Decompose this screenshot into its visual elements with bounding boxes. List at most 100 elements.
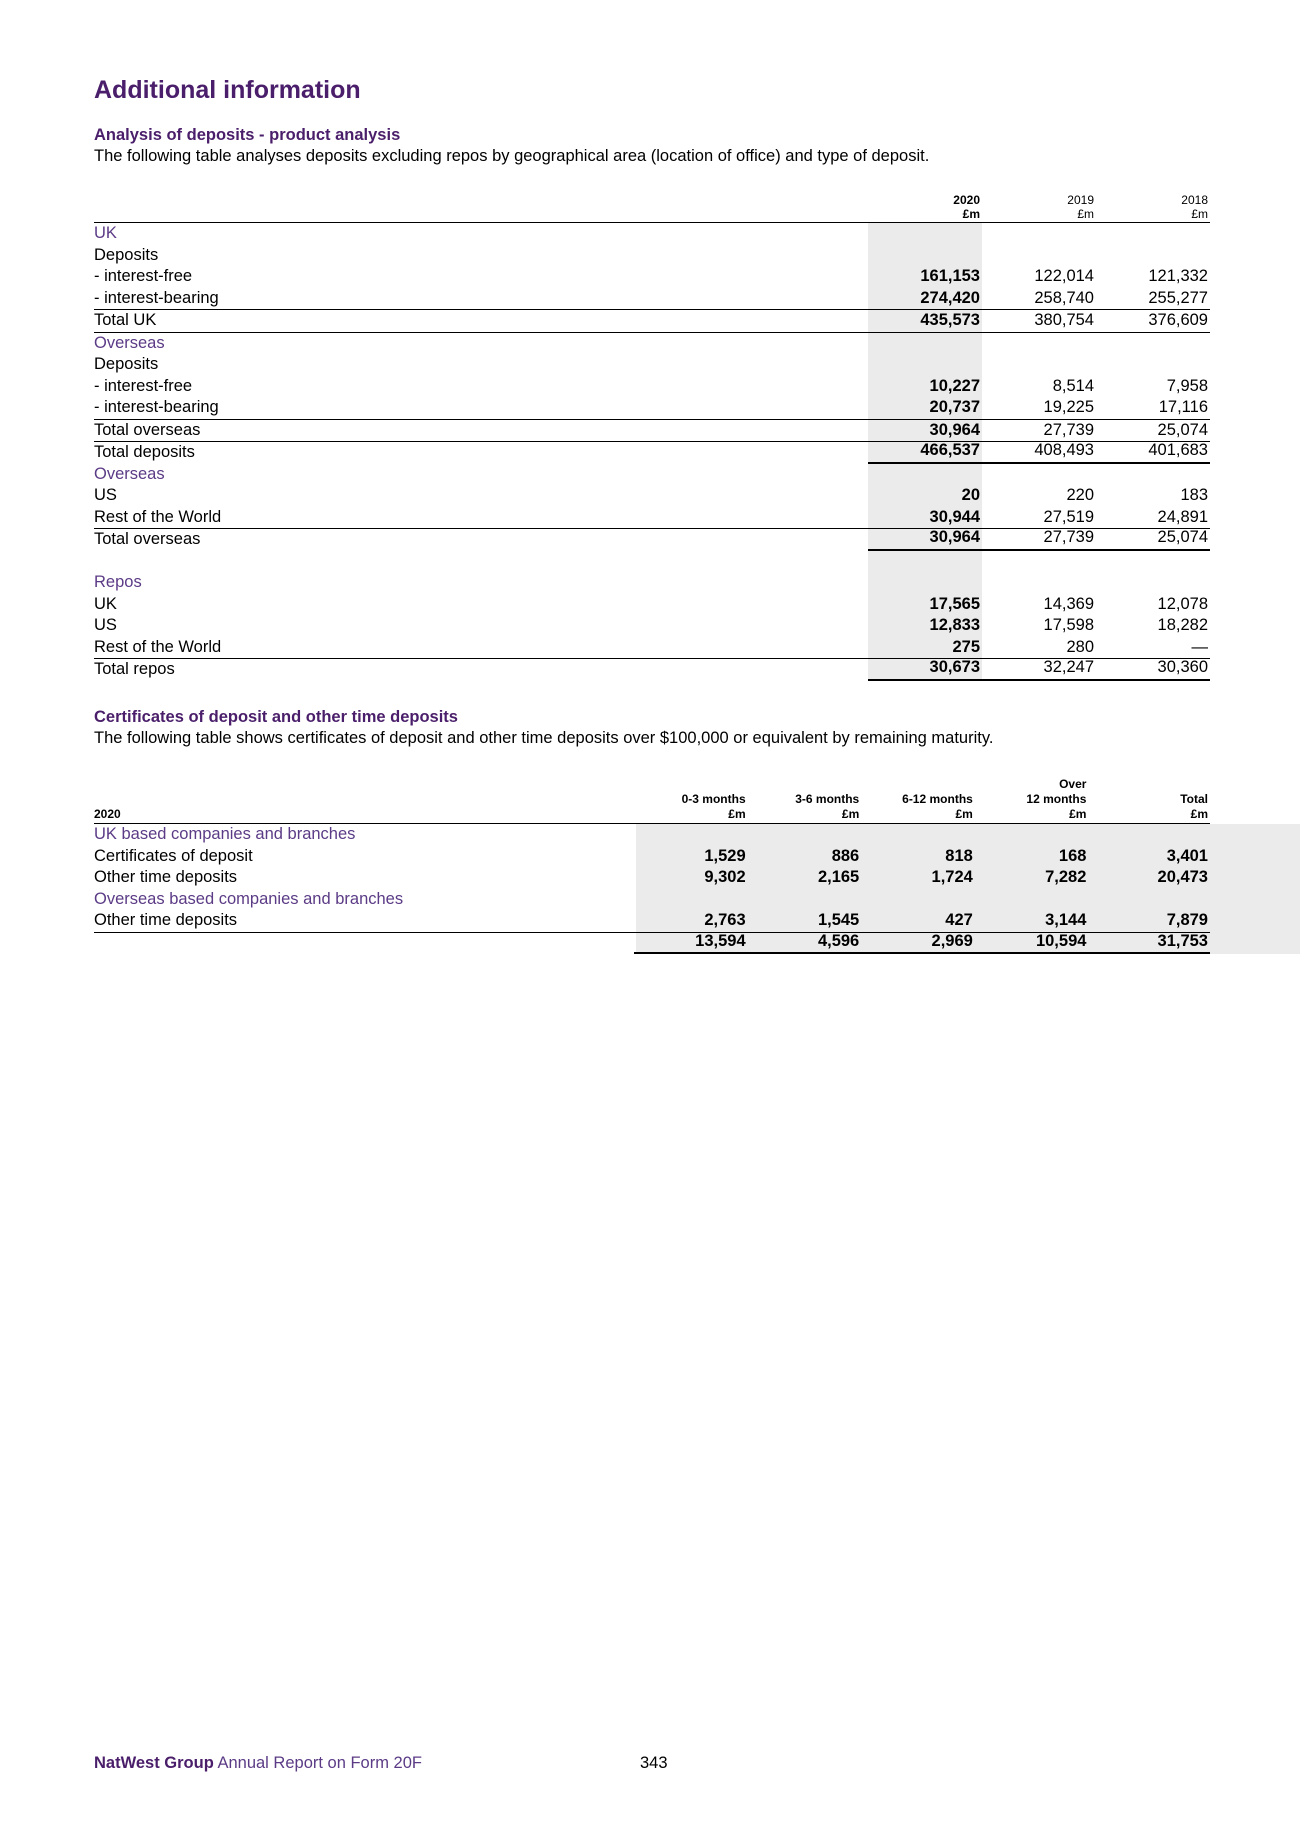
cell-value: 30,360 — [1096, 657, 1210, 681]
table-header: 2020 £m 2019 £m 2018 £m — [94, 190, 1210, 223]
table-row: Rest of the World 30,944 27,519 24,891 — [94, 507, 1210, 529]
deposits-table: 2020 £m 2019 £m 2018 £m UK Deposits - interes… — [94, 190, 1210, 681]
category-row: UK based companies and branches — [94, 824, 1210, 846]
col-header-total: Total £m — [1180, 792, 1208, 821]
cell-value: 8,514 — [1052, 376, 1094, 395]
cell-value: 274,420 — [920, 288, 980, 307]
cell-value: 12,078 — [1157, 594, 1208, 613]
cell-value: 19,225 — [1043, 398, 1094, 416]
table-row: Deposits — [94, 245, 1210, 267]
section-description-certificates: The following table shows certificates o… — [94, 729, 994, 747]
row-label: - interest-free — [94, 267, 193, 285]
cell-value: 32,247 — [982, 657, 1096, 681]
row-label: UK — [94, 224, 117, 242]
cell-value: 380,754 — [1034, 311, 1094, 329]
cell-value: 20 — [961, 486, 980, 504]
row-label: - interest-free — [94, 376, 193, 395]
table-row: Total deposits 466,537 408,493 401,683 — [94, 440, 1210, 464]
row-label: Total overseas — [94, 420, 201, 439]
row-label: Other time deposits — [94, 911, 238, 929]
row-label: Deposits — [94, 355, 159, 373]
row-label: Overseas based companies and branches — [94, 889, 404, 908]
cell-value: 280 — [1066, 637, 1094, 656]
cell-value: 14,369 — [1043, 594, 1094, 613]
row-label: - interest-bearing — [94, 288, 219, 307]
row-label: US — [94, 616, 117, 634]
cell-value: 255,277 — [1148, 288, 1208, 307]
table-row: - interest-bearing 20,737 19,225 17,116 — [94, 397, 1210, 420]
cell-value: 818 — [945, 846, 973, 865]
row-label: Total deposits — [94, 443, 195, 461]
table-row: Total overseas 30,964 27,739 25,074 — [94, 527, 1210, 551]
footer: NatWest Group Annual Report on Form 20F — [94, 1754, 422, 1773]
footer-brand: NatWest Group — [94, 1754, 214, 1772]
row-label: Total UK — [94, 311, 157, 329]
col-header-0-3-months: 0-3 months £m — [681, 792, 746, 821]
year-label: 2020 — [94, 807, 121, 821]
cell-value: 20,473 — [1157, 868, 1208, 886]
col-header-2019: 2019 £m — [1067, 193, 1094, 221]
cell-value: 886 — [831, 846, 860, 865]
cell-value: 17,565 — [929, 594, 980, 613]
cell-value: 9,302 — [704, 868, 746, 886]
cell-value: 27,519 — [1043, 507, 1094, 526]
cell-value: 10,594 — [974, 931, 1089, 954]
row-label: Rest of the World — [94, 637, 222, 656]
category-row: Repos — [94, 572, 1210, 594]
table-row: Certificates of deposit 1,529 886 818 168 3,4… — [94, 846, 1210, 868]
row-label: Other time deposits — [94, 868, 238, 886]
row-label: UK — [94, 594, 117, 613]
cell-value: 2,763 — [704, 911, 746, 929]
col-header-3-6-months: 3-6 months £m — [795, 792, 860, 821]
table-row: Other time deposits 9,302 2,165 1,724 7,282 2… — [94, 867, 1210, 889]
category-row: Overseas — [94, 333, 1210, 355]
col-header-over-12-months: Over 12 months £m — [1026, 777, 1087, 821]
cell-value: 122,014 — [1034, 267, 1094, 285]
cell-value: 183 — [1180, 486, 1208, 504]
cell-value: 24,891 — [1157, 507, 1208, 526]
row-label: Repos — [94, 573, 142, 591]
page-number: 343 — [640, 1754, 668, 1772]
cell-value: 7,958 — [1166, 376, 1208, 395]
table-row: US 20 220 183 — [94, 485, 1210, 507]
cell-value: 27,739 — [982, 527, 1096, 551]
row-label: Overseas — [94, 464, 165, 483]
cell-value: 30,944 — [929, 507, 980, 526]
cell-value: 3,401 — [1166, 846, 1208, 865]
cell-value: 376,609 — [1148, 311, 1208, 329]
cell-value: 17,598 — [1043, 616, 1094, 634]
cell-value: 17,116 — [1158, 398, 1208, 416]
table-row: - interest-free 161,153 122,014 121,332 — [94, 266, 1210, 288]
cell-value: 7,282 — [1045, 868, 1087, 886]
col-header-2020: 2020 £m — [953, 193, 980, 221]
section-description-deposits: The following table analyses deposits ex… — [94, 147, 930, 165]
cell-value: 30,964 — [929, 420, 980, 439]
cell-value: 401,683 — [1096, 440, 1210, 464]
certificates-table: 2020 0-3 months £m 3-6 months £m 6-12 mont… — [94, 773, 1300, 954]
row-label: Deposits — [94, 245, 159, 264]
cell-value: 275 — [952, 637, 980, 656]
table-header: 2020 0-3 months £m 3-6 months £m 6-12 mont… — [94, 773, 1210, 824]
cell-value: 2,165 — [817, 868, 860, 886]
current-year-highlight — [868, 223, 982, 681]
row-label: UK based companies and branches — [94, 825, 356, 843]
table-row: Other time deposits 2,763 1,545 427 3,144 7,8… — [94, 910, 1210, 933]
table-row: Total UK 435,573 380,754 376,609 — [94, 310, 1210, 333]
row-label: Rest of the World — [94, 507, 222, 526]
cell-value: 4,596 — [747, 931, 862, 954]
cell-value: — — [1191, 637, 1209, 656]
cell-value: 258,740 — [1034, 288, 1094, 307]
col-header-2018: 2018 £m — [1181, 193, 1208, 221]
table-row: US 12,833 17,598 18,282 — [94, 615, 1210, 637]
cell-value: 31,753 — [1088, 931, 1210, 954]
cell-value: 2,969 — [861, 931, 975, 954]
cell-value: 1,724 — [931, 868, 973, 886]
cell-value: 25,074 — [1157, 420, 1208, 439]
table-row: 13,594 4,596 2,969 10,594 31,753 — [94, 931, 1210, 954]
cell-value: 10,227 — [929, 376, 980, 395]
cell-value: 435,573 — [920, 311, 980, 329]
cell-value: 20,737 — [929, 398, 980, 416]
cell-value: 466,537 — [868, 440, 982, 464]
category-row: Overseas — [94, 464, 1210, 486]
page-title: Additional information — [94, 76, 361, 104]
